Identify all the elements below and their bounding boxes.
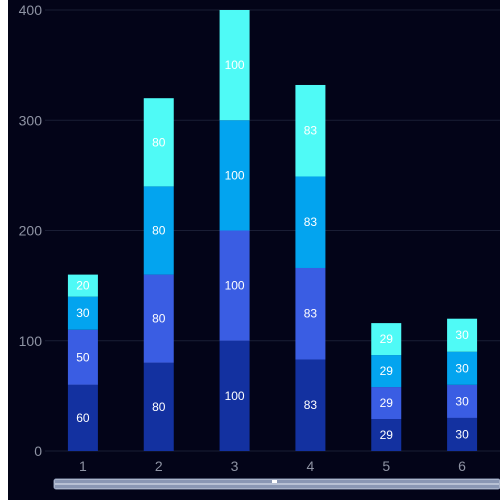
data-label: 29 bbox=[380, 428, 394, 442]
bar-segment[interactable] bbox=[295, 84, 326, 177]
bar-segment[interactable] bbox=[67, 296, 98, 330]
bar-segment[interactable] bbox=[295, 176, 326, 268]
data-label: 100 bbox=[225, 168, 245, 182]
y-tick-label: 0 bbox=[34, 443, 42, 459]
bars bbox=[67, 10, 478, 451]
y-tick-label: 300 bbox=[19, 112, 43, 128]
bar-segment[interactable] bbox=[143, 362, 174, 451]
data-label: 100 bbox=[225, 279, 245, 293]
data-label: 83 bbox=[304, 398, 318, 412]
y-tick-label: 100 bbox=[19, 333, 43, 349]
data-label: 29 bbox=[380, 364, 394, 378]
bar-segment[interactable] bbox=[447, 384, 478, 418]
y-tick-label: 400 bbox=[19, 2, 43, 18]
data-label: 30 bbox=[455, 394, 469, 408]
chart-canvas: 0 100 200 300 400 60 50 30 20 80 80 80 80 100 100 100 1… bbox=[19, 2, 500, 490]
data-label: 80 bbox=[152, 312, 166, 326]
bar-segment[interactable] bbox=[447, 417, 478, 451]
data-label: 80 bbox=[152, 135, 166, 149]
x-tick-label: 6 bbox=[458, 458, 466, 474]
bar-segment[interactable] bbox=[67, 384, 98, 451]
data-label: 30 bbox=[455, 427, 469, 441]
bar-segment[interactable] bbox=[295, 267, 326, 360]
bar-segment[interactable] bbox=[143, 186, 174, 275]
x-tick-label: 2 bbox=[155, 458, 163, 474]
data-labels: 60 50 30 20 80 80 80 80 100 100 100 100 83 83 83 83 29 29… bbox=[76, 58, 469, 442]
x-axis: 1 2 3 4 5 6 bbox=[79, 458, 466, 474]
data-label: 83 bbox=[304, 307, 318, 321]
data-label: 30 bbox=[76, 306, 90, 320]
data-label: 29 bbox=[380, 396, 394, 410]
bar-segment[interactable] bbox=[219, 120, 250, 231]
x-tick-label: 5 bbox=[382, 458, 390, 474]
data-label: 60 bbox=[76, 411, 90, 425]
data-label: 30 bbox=[455, 328, 469, 342]
x-tick-label: 1 bbox=[79, 458, 87, 474]
data-label: 80 bbox=[152, 400, 166, 414]
bar-segment[interactable] bbox=[219, 230, 250, 341]
bar-segment[interactable] bbox=[219, 10, 250, 121]
bar-segment[interactable] bbox=[67, 329, 98, 385]
data-label: 100 bbox=[225, 58, 245, 72]
zoom-scrollbar[interactable] bbox=[53, 478, 500, 490]
data-label: 29 bbox=[380, 332, 394, 346]
y-axis: 0 100 200 300 400 bbox=[19, 2, 43, 459]
bar-segment[interactable] bbox=[143, 274, 174, 363]
bar-segment[interactable] bbox=[371, 355, 402, 388]
data-label: 83 bbox=[304, 124, 318, 138]
x-tick-label: 3 bbox=[231, 458, 239, 474]
grid-lines bbox=[45, 9, 500, 452]
data-label: 83 bbox=[304, 215, 318, 229]
stacked-bar-chart: 0 100 200 300 400 60 50 30 20 80 80 80 80 100 100 100 1… bbox=[8, 0, 500, 500]
data-label: 80 bbox=[152, 224, 166, 238]
bar-segment[interactable] bbox=[371, 387, 402, 420]
bar-segment[interactable] bbox=[219, 340, 250, 451]
y-tick-label: 200 bbox=[19, 223, 43, 239]
zoom-slider-handle[interactable] bbox=[272, 480, 277, 483]
data-label: 50 bbox=[76, 350, 90, 364]
bar-segment[interactable] bbox=[371, 323, 402, 356]
bar-segment[interactable] bbox=[143, 98, 174, 187]
data-label: 30 bbox=[455, 361, 469, 375]
bar-segment[interactable] bbox=[67, 274, 98, 297]
data-label: 100 bbox=[225, 389, 245, 403]
bar-segment[interactable] bbox=[371, 419, 402, 451]
x-tick-label: 4 bbox=[307, 458, 315, 474]
bar-segment[interactable] bbox=[295, 359, 326, 451]
bar-segment[interactable] bbox=[447, 351, 478, 385]
data-label: 20 bbox=[76, 279, 90, 293]
bar-segment[interactable] bbox=[447, 318, 478, 352]
